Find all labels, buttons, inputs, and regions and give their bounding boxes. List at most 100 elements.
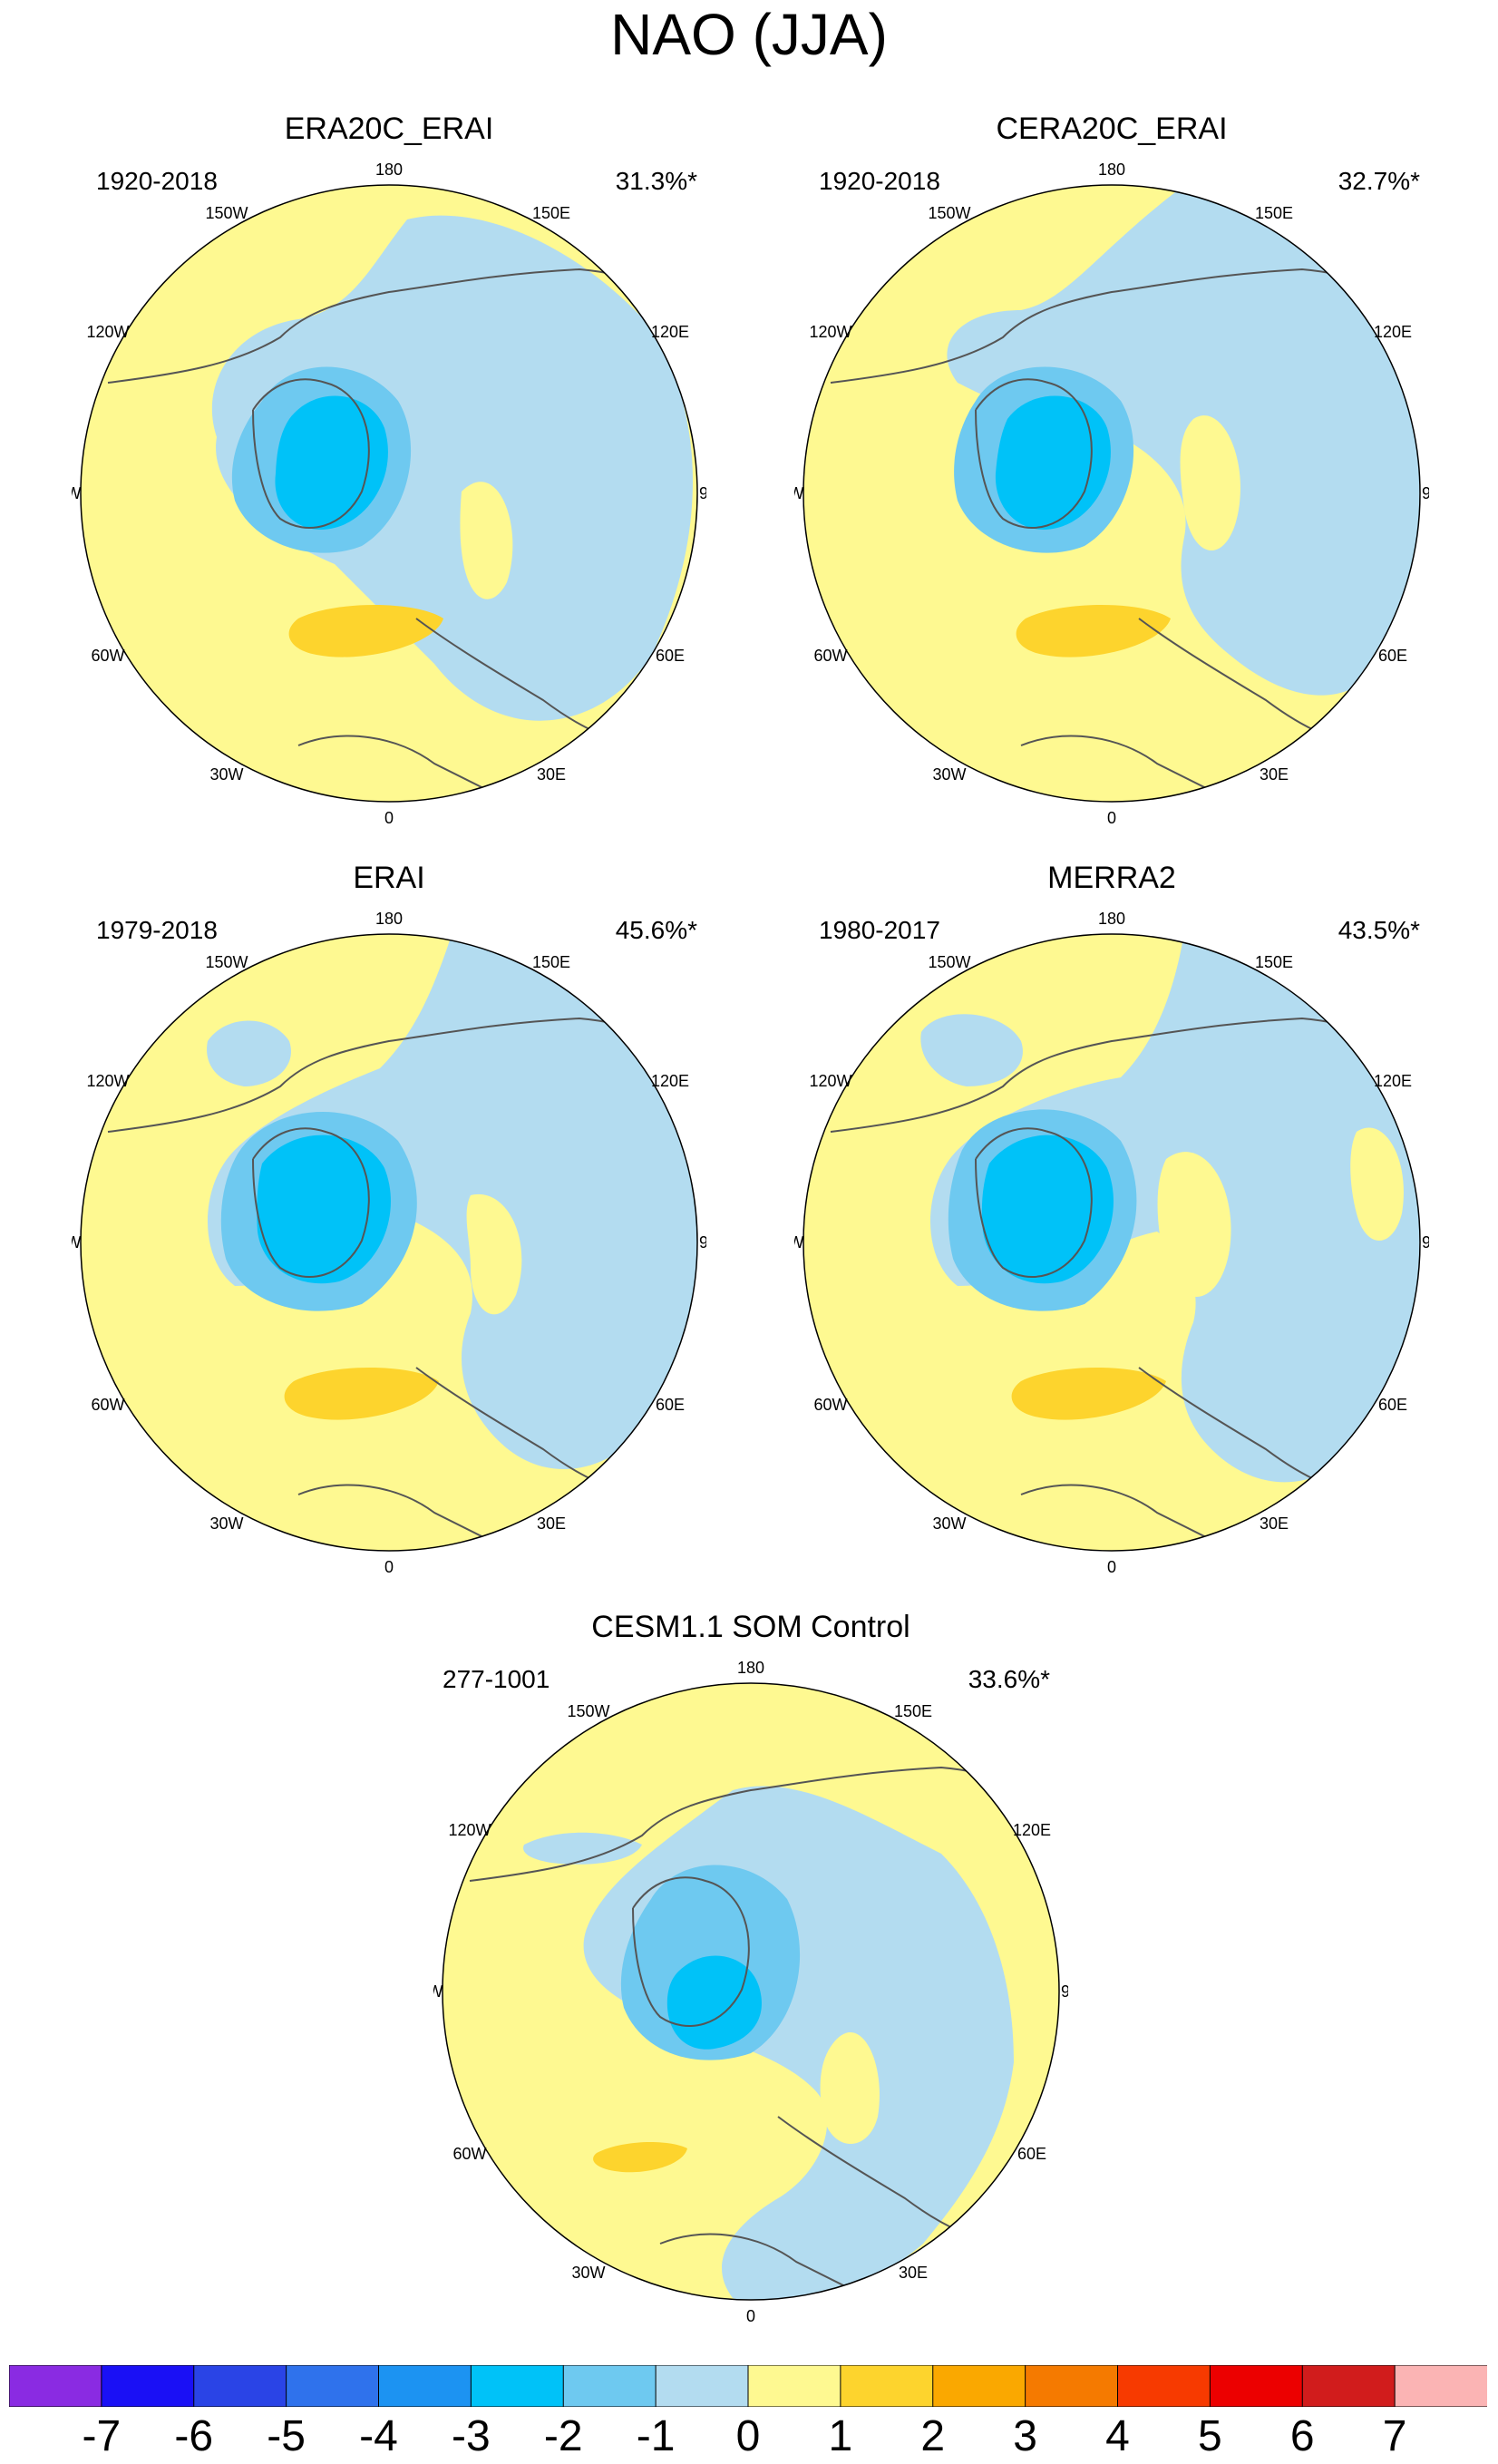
colorbar-label: -2 [543, 2412, 583, 2460]
colorbar-label: 6 [1289, 2412, 1315, 2460]
lon-label-150e: 150E [532, 953, 570, 971]
lon-label-90e: 90E [699, 1233, 706, 1251]
lon-label-90e: 90E [699, 484, 706, 502]
lon-label-60w: 60W [91, 1396, 124, 1414]
lon-label-60w: 60W [91, 647, 124, 665]
panel-years: 1980-2017 [819, 916, 940, 944]
pos-2-contour [1011, 1368, 1166, 1420]
panel-years: 1920-2018 [96, 167, 218, 195]
panel-cera20c-erai: CERA20C_ERAI 1920-2018 32.7%* 180 150E 1… [794, 111, 1429, 863]
colorbar-swatch [562, 2365, 657, 2407]
colorbar-label: -7 [82, 2412, 122, 2460]
lon-label-120e: 120E [651, 323, 689, 341]
polar-map: 180 150E 120E 90E 60E 30E 0 30W 60W 90W … [794, 161, 1429, 827]
polar-map: 180 150E 120E 90E 60E 30E 0 30W 60W 90W … [72, 161, 706, 827]
lon-label-90w: 90W [794, 1233, 804, 1251]
lon-label-0: 0 [1107, 809, 1116, 827]
lon-label-30w: 30W [209, 1514, 243, 1533]
colorbar-swatch [655, 2365, 750, 2407]
panel-explained-variance: 43.5%* [1338, 916, 1420, 944]
lon-label-120w: 120W [86, 323, 129, 341]
panel-title: ERAI [353, 861, 425, 895]
pos-1-island-east [1350, 1127, 1404, 1241]
colorbar-swatch [9, 2365, 102, 2407]
lon-label-90e: 90E [1422, 484, 1429, 502]
lon-label-30w: 30W [571, 2264, 605, 2282]
colorbar-swatch [286, 2365, 380, 2407]
colorbar-swatch [1301, 2365, 1396, 2407]
lon-label-180: 180 [1098, 910, 1125, 928]
panel-title: MERRA2 [1047, 861, 1176, 895]
panel-explained-variance: 31.3%* [615, 167, 697, 195]
panel-merra2: MERRA2 1980-2017 43.5%* 180 150E 120E 90… [794, 860, 1429, 1612]
panel-years: 1979-2018 [96, 916, 218, 944]
colorbar-swatch [932, 2365, 1026, 2407]
colorbar-swatch [747, 2365, 841, 2407]
lon-label-60w: 60W [452, 2145, 486, 2163]
colorbar-swatch [1209, 2365, 1304, 2407]
colorbar-swatch [1117, 2365, 1211, 2407]
lon-label-150e: 150E [894, 1702, 932, 1720]
lon-label-0: 0 [746, 2307, 755, 2325]
figure-title: NAO (JJA) [610, 2, 888, 67]
lon-label-30e: 30E [537, 765, 566, 784]
pos-1-island [1180, 415, 1240, 550]
lon-label-30e: 30E [1260, 765, 1289, 784]
lon-label-30e: 30E [1260, 1514, 1289, 1533]
lon-label-30e: 30E [899, 2264, 928, 2282]
panel-title: ERA20C_ERAI [284, 112, 494, 146]
lon-label-150e: 150E [1255, 953, 1293, 971]
lon-label-0: 0 [384, 809, 394, 827]
panel-cesm-som-control: CESM1.1 SOM Control 277-1001 33.6%* 180 … [433, 1609, 1068, 2362]
colorbar-label: 0 [735, 2412, 761, 2460]
lon-label-90e: 90E [1422, 1233, 1429, 1251]
polar-map: 180 150E 120E 90E 60E 30E 0 30W 60W 90W … [794, 910, 1429, 1576]
polar-map: 180 150E 120E 90E 60E 30E 0 30W 60W 90W … [433, 1659, 1068, 2325]
lon-label-0: 0 [1107, 1558, 1116, 1576]
pos-1-island [1157, 1152, 1231, 1298]
panel-explained-variance: 33.6%* [968, 1665, 1050, 1693]
lon-label-120e: 120E [1374, 323, 1412, 341]
lon-label-60e: 60E [656, 1396, 685, 1414]
lon-label-150w: 150W [928, 953, 970, 971]
colorbar-label: 7 [1382, 2412, 1407, 2460]
lon-label-90w: 90W [794, 484, 804, 502]
colorbar-label: -4 [359, 2412, 398, 2460]
lon-label-120w: 120W [86, 1072, 129, 1090]
neg-1-island [920, 1014, 1023, 1086]
lon-label-120w: 120W [448, 1821, 491, 1839]
colorbar-label: 5 [1198, 2412, 1222, 2460]
lon-label-180: 180 [375, 910, 403, 928]
pos-1-island [820, 2032, 880, 2144]
lon-label-180: 180 [375, 161, 403, 179]
colorbar-swatch [101, 2365, 195, 2407]
lon-label-150w: 150W [928, 204, 970, 222]
colorbar-swatch [470, 2365, 565, 2407]
panel-years: 277-1001 [443, 1665, 550, 1693]
lon-label-60w: 60W [813, 1396, 847, 1414]
neg-1-island [523, 1832, 642, 1865]
colorbar-label: 3 [1013, 2412, 1037, 2460]
colorbar-label: -5 [267, 2412, 306, 2460]
lon-label-30e: 30E [537, 1514, 566, 1533]
lon-label-150w: 150W [205, 204, 248, 222]
lon-label-60e: 60E [1378, 1396, 1407, 1414]
lon-label-60e: 60E [1017, 2145, 1046, 2163]
pos-2-contour [593, 2142, 687, 2173]
lon-label-180: 180 [737, 1659, 764, 1677]
lon-label-120e: 120E [1374, 1072, 1412, 1090]
lon-label-120e: 120E [651, 1072, 689, 1090]
lon-label-90w: 90W [433, 1982, 443, 2001]
pos-2-contour [288, 605, 443, 657]
panel-title: CERA20C_ERAI [996, 112, 1228, 146]
colorbar-label: 2 [920, 2412, 946, 2460]
lon-label-150w: 150W [205, 953, 248, 971]
lon-label-120w: 120W [809, 1072, 851, 1090]
lon-label-150e: 150E [1255, 204, 1293, 222]
lon-label-180: 180 [1098, 161, 1125, 179]
neg-1-region [208, 934, 697, 1469]
colorbar-label: -1 [636, 2412, 676, 2460]
colorbar-label: 4 [1105, 2412, 1130, 2460]
lon-label-30w: 30W [932, 1514, 966, 1533]
lon-label-60e: 60E [656, 647, 685, 665]
